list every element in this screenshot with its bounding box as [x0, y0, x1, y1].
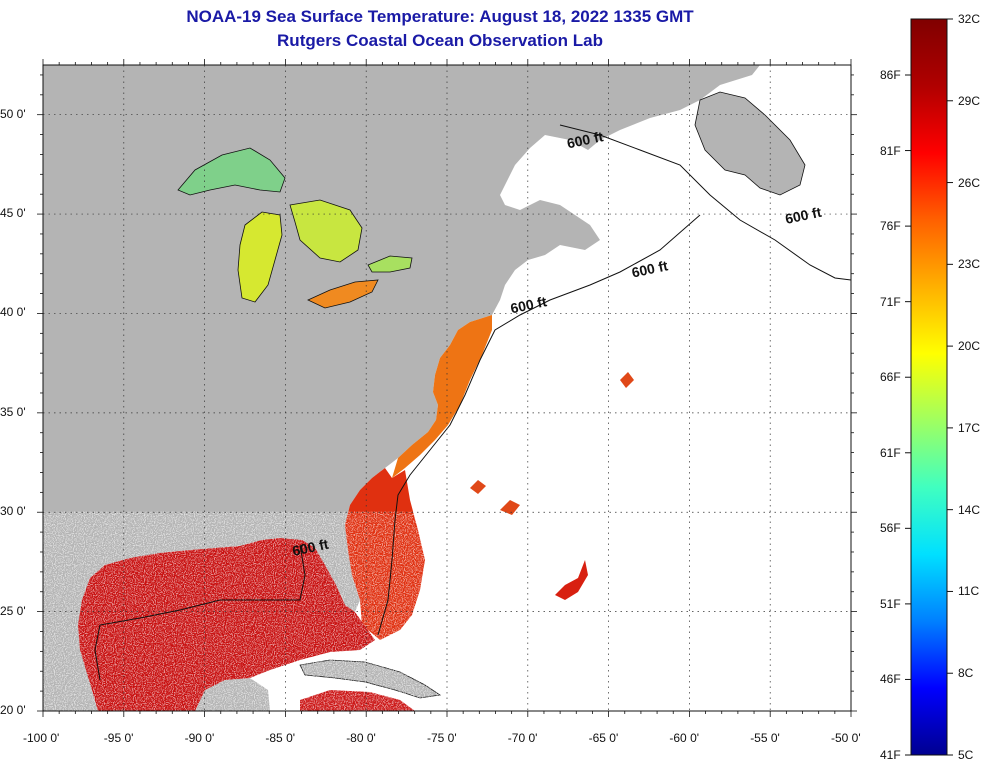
isobath-label: 600 ft [784, 204, 823, 227]
lon-tick-label: -80 0' [346, 731, 376, 745]
colorbar-fahrenheit-label: 41F [880, 748, 901, 762]
colorbar-celsius-label: 5C [958, 748, 974, 762]
lon-tick-label: -70 0' [507, 731, 538, 745]
isobath-labels: 600 ft 600 ft 600 ft 600 ft 600 ft [291, 128, 823, 559]
colorbar-fahrenheit-label: 61F [880, 445, 901, 460]
colorbar-celsius-label: 17C [958, 420, 981, 435]
lake-huron [289, 199, 363, 263]
colorbar-fahrenheit-label: 86F [880, 68, 901, 82]
isobath-label: 600 ft [565, 128, 604, 151]
lon-tick-label: -90 0' [184, 731, 215, 745]
colorbar-fahrenheit-label: 66F [880, 370, 901, 385]
colorbar-celsius-label: 11C [958, 584, 980, 599]
colorbar-fahrenheit-label: 51F [880, 596, 901, 611]
colorbar-fahrenheit-label: 81F [880, 143, 901, 158]
land-north-america [43, 65, 760, 711]
lat-tick-label: 40 0' [0, 305, 26, 320]
colorbar-fahrenheit-label: 71F [880, 294, 901, 309]
sst-atlantic-shelf [392, 315, 492, 478]
colorbar-ticks [905, 18, 953, 756]
lon-tick-label: -55 0' [750, 731, 780, 745]
isobath-label: 600 ft [630, 257, 669, 280]
map-subtitle: Rutgers Coastal Ocean Observation Lab [277, 31, 603, 50]
lon-tick-label: -85 0' [265, 731, 296, 745]
lon-tick-label: -60 0' [669, 731, 700, 745]
lon-tick-label: -100 0' [23, 731, 60, 745]
colorbar-celsius-label: 32C [958, 12, 981, 26]
lake-erie [307, 279, 379, 309]
lake-ontario [367, 255, 413, 273]
isobath-600ft [94, 124, 851, 681]
lon-tick-label: -50 0' [831, 731, 861, 745]
lon-tick-label: -95 0' [103, 731, 134, 745]
isobath-label: 600 ft [291, 536, 330, 559]
lat-tick-label: 50 0' [0, 106, 26, 121]
colorbar-celsius-label: 23C [958, 257, 981, 272]
colorbar-celsius-label: 20C [958, 339, 981, 354]
colorbar [910, 18, 948, 756]
lake-superior [177, 147, 286, 196]
colorbar-celsius-label: 14C [958, 502, 981, 517]
frame-ticks [37, 59, 857, 717]
colorbar-celsius-label: 29C [958, 93, 981, 108]
lat-tick-label: 30 0' [0, 504, 26, 519]
isobath-label: 600 ft [509, 293, 548, 316]
map-title: NOAA-19 Sea Surface Temperature: August … [186, 7, 694, 26]
lat-tick-label: 45 0' [0, 206, 26, 221]
colorbar-fahrenheit-label: 56F [880, 521, 901, 536]
land-newfoundland [694, 91, 806, 196]
lat-tick-label: 35 0' [0, 404, 26, 419]
cloud-speckle [43, 530, 443, 711]
colorbar-fahrenheit-label: 46F [880, 672, 901, 687]
lon-tick-label: -65 0' [588, 731, 619, 745]
lat-tick-label: 25 0' [0, 603, 26, 618]
sst-offshore-patch [555, 560, 588, 600]
colorbar-celsius-label: 26C [958, 175, 981, 190]
colorbar-celsius-label: 8C [958, 666, 974, 681]
colorbar-fahrenheit-label: 76F [880, 219, 901, 234]
lat-tick-label: 20 0' [0, 703, 26, 717]
lon-tick-label: -75 0' [427, 731, 457, 745]
